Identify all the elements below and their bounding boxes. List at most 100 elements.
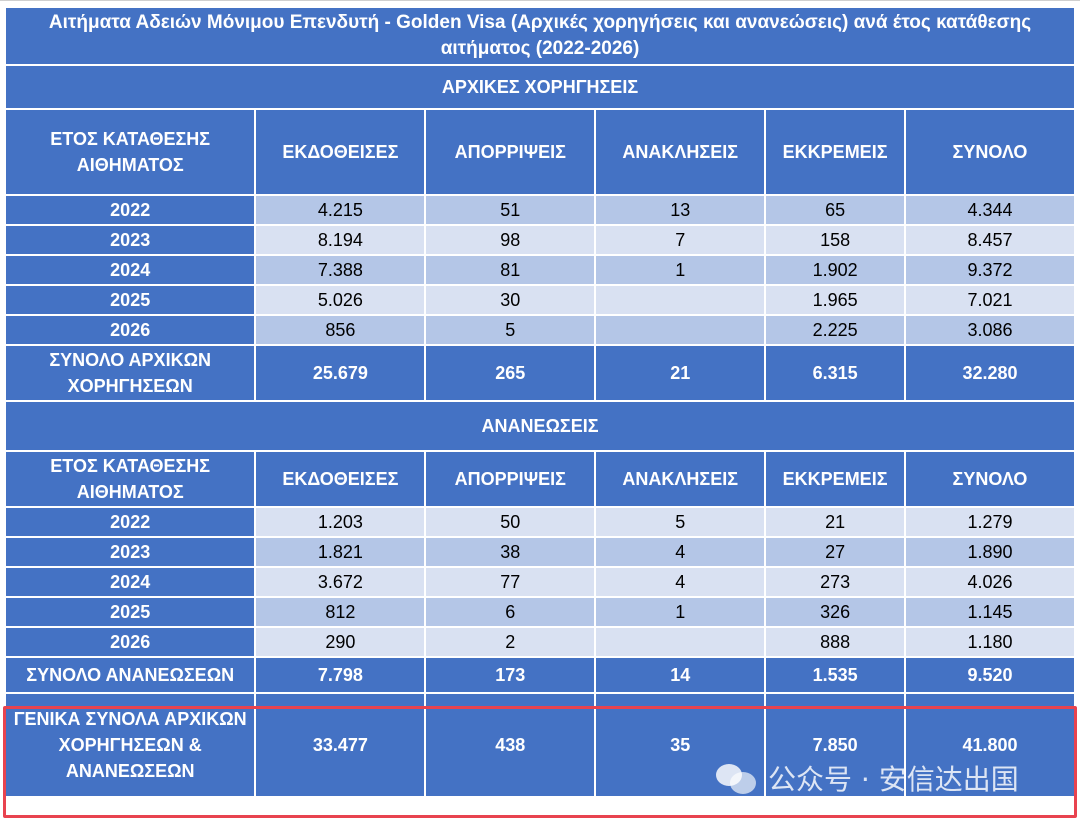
total-revoked: 14 <box>596 658 765 692</box>
rejected-cell: 81 <box>426 256 595 284</box>
issued-cell: 1.821 <box>256 538 425 566</box>
col-rejected-header: ΑΠΟΡΡΙΨΕΙΣ <box>426 452 595 506</box>
total-rejected: 265 <box>426 346 595 400</box>
col-total-header: ΣΥΝΟΛΟ <box>905 110 1074 194</box>
pending-cell: 27 <box>766 538 904 566</box>
rejected-cell: 98 <box>426 226 595 254</box>
rejected-cell: 5 <box>426 316 595 344</box>
total-cell: 4.026 <box>905 568 1074 596</box>
revoked-cell <box>596 628 765 656</box>
pending-cell: 2.225 <box>766 316 904 344</box>
revoked-cell: 4 <box>596 568 765 596</box>
revoked-cell <box>596 316 765 344</box>
total-cell: 1.145 <box>905 598 1074 626</box>
table-row: 2022 4.215 51 13 65 4.344 <box>6 196 1074 224</box>
revoked-cell: 1 <box>596 256 765 284</box>
table-title: Αιτήματα Αδειών Μόνιμου Επενδυτή - Golde… <box>6 8 1074 64</box>
pending-cell: 273 <box>766 568 904 596</box>
total-cell: 1.279 <box>905 508 1074 536</box>
grand-total-pending: 7.850 <box>766 694 904 796</box>
col-pending-header: ΕΚΚΡΕΜΕΙΣ <box>766 110 904 194</box>
pending-cell: 65 <box>766 196 904 224</box>
table-row: 2025 812 6 1 326 1.145 <box>6 598 1074 626</box>
total-revoked: 21 <box>596 346 765 400</box>
total-sum: 32.280 <box>905 346 1074 400</box>
revoked-cell: 7 <box>596 226 765 254</box>
issued-cell: 5.026 <box>256 286 425 314</box>
rejected-cell: 38 <box>426 538 595 566</box>
revoked-cell: 4 <box>596 538 765 566</box>
renewals-header-row: ΕΤΟΣ ΚΑΤΑΘΕΣΗΣ ΑΙΘΗΜΑΤΟΣ ΕΚΔΟΘΕΙΣΕΣ ΑΠΟΡ… <box>6 452 1074 506</box>
watermark: 公众号 · 安信达出国 <box>716 758 1019 798</box>
grand-total-row: ΓΕΝΙΚΑ ΣΥΝΟΛΑ ΑΡΧΙΚΩΝ ΧΟΡΗΓΗΣΕΩΝ & ΑΝΑΝΕ… <box>6 694 1074 796</box>
col-issued-header: ΕΚΔΟΘΕΙΣΕΣ <box>256 452 425 506</box>
table-row: 2024 7.388 81 1 1.902 9.372 <box>6 256 1074 284</box>
year-cell: 2022 <box>6 508 255 536</box>
total-cell: 1.890 <box>905 538 1074 566</box>
pending-cell: 326 <box>766 598 904 626</box>
year-cell: 2023 <box>6 226 255 254</box>
issued-cell: 290 <box>256 628 425 656</box>
rejected-cell: 77 <box>426 568 595 596</box>
wechat-icon <box>716 760 758 796</box>
total-cell: 7.021 <box>905 286 1074 314</box>
table-row: 2026 290 2 888 1.180 <box>6 628 1074 656</box>
rejected-cell: 2 <box>426 628 595 656</box>
table-row: 2025 5.026 30 1.965 7.021 <box>6 286 1074 314</box>
table-row: 2026 856 5 2.225 3.086 <box>6 316 1074 344</box>
table-row: 2023 8.194 98 7 158 8.457 <box>6 226 1074 254</box>
col-year-header: ΕΤΟΣ ΚΑΤΑΘΕΣΗΣ ΑΙΘΗΜΑΤΟΣ <box>6 452 255 506</box>
revoked-cell: 1 <box>596 598 765 626</box>
total-cell: 1.180 <box>905 628 1074 656</box>
section-initial-grants: ΑΡΧΙΚΕΣ ΧΟΡΗΓΗΣΕΙΣ <box>6 66 1074 108</box>
col-year-header: ΕΤΟΣ ΚΑΤΑΘΕΣΗΣ ΑΙΘΗΜΑΤΟΣ <box>6 110 255 194</box>
table-row: 2022 1.203 50 5 21 1.279 <box>6 508 1074 536</box>
rejected-cell: 50 <box>426 508 595 536</box>
col-total-header: ΣΥΝΟΛΟ <box>905 452 1074 506</box>
total-label: ΣΥΝΟΛΟ ΑΡΧΙΚΩΝ ΧΟΡΗΓΗΣΕΩΝ <box>6 346 255 400</box>
total-cell: 9.372 <box>905 256 1074 284</box>
total-cell: 8.457 <box>905 226 1074 254</box>
grand-total-issued: 33.477 <box>256 694 425 796</box>
col-rejected-header: ΑΠΟΡΡΙΨΕΙΣ <box>426 110 595 194</box>
issued-cell: 4.215 <box>256 196 425 224</box>
year-cell: 2026 <box>6 316 255 344</box>
total-cell: 3.086 <box>905 316 1074 344</box>
revoked-cell: 13 <box>596 196 765 224</box>
issued-cell: 856 <box>256 316 425 344</box>
issued-cell: 812 <box>256 598 425 626</box>
pending-cell: 21 <box>766 508 904 536</box>
rejected-cell: 51 <box>426 196 595 224</box>
grand-total-sum: 41.800 <box>905 694 1074 796</box>
total-issued: 25.679 <box>256 346 425 400</box>
year-cell: 2022 <box>6 196 255 224</box>
table-row: 2024 3.672 77 4 273 4.026 <box>6 568 1074 596</box>
pending-cell: 1.902 <box>766 256 904 284</box>
year-cell: 2024 <box>6 568 255 596</box>
rejected-cell: 6 <box>426 598 595 626</box>
grand-total-rejected: 438 <box>426 694 595 796</box>
year-cell: 2026 <box>6 628 255 656</box>
grand-total-label: ΓΕΝΙΚΑ ΣΥΝΟΛΑ ΑΡΧΙΚΩΝ ΧΟΡΗΓΗΣΕΩΝ & ΑΝΑΝΕ… <box>6 694 255 796</box>
year-cell: 2024 <box>6 256 255 284</box>
initial-total-row: ΣΥΝΟΛΟ ΑΡΧΙΚΩΝ ΧΟΡΗΓΗΣΕΩΝ 25.679 265 21 … <box>6 346 1074 400</box>
initial-header-row: ΕΤΟΣ ΚΑΤΑΘΕΣΗΣ ΑΙΘΗΜΑΤΟΣ ΕΚΔΟΘΕΙΣΕΣ ΑΠΟΡ… <box>6 110 1074 194</box>
total-pending: 1.535 <box>766 658 904 692</box>
year-cell: 2025 <box>6 286 255 314</box>
renewals-total-row: ΣΥΝΟΛΟ ΑΝΑΝΕΩΣΕΩΝ 7.798 173 14 1.535 9.5… <box>6 658 1074 692</box>
year-cell: 2023 <box>6 538 255 566</box>
col-revoked-header: ΑΝΑΚΛΗΣΕΙΣ <box>596 452 765 506</box>
total-label: ΣΥΝΟΛΟ ΑΝΑΝΕΩΣΕΩΝ <box>6 658 255 692</box>
golden-visa-table: Αιτήματα Αδειών Μόνιμου Επενδυτή - Golde… <box>4 6 1076 798</box>
col-issued-header: ΕΚΔΟΘΕΙΣΕΣ <box>256 110 425 194</box>
total-rejected: 173 <box>426 658 595 692</box>
total-cell: 4.344 <box>905 196 1074 224</box>
watermark-text: 公众号 · 安信达出国 <box>768 763 1019 796</box>
rejected-cell: 30 <box>426 286 595 314</box>
issued-cell: 8.194 <box>256 226 425 254</box>
year-cell: 2025 <box>6 598 255 626</box>
revoked-cell: 5 <box>596 508 765 536</box>
pending-cell: 1.965 <box>766 286 904 314</box>
col-pending-header: ΕΚΚΡΕΜΕΙΣ <box>766 452 904 506</box>
pending-cell: 888 <box>766 628 904 656</box>
